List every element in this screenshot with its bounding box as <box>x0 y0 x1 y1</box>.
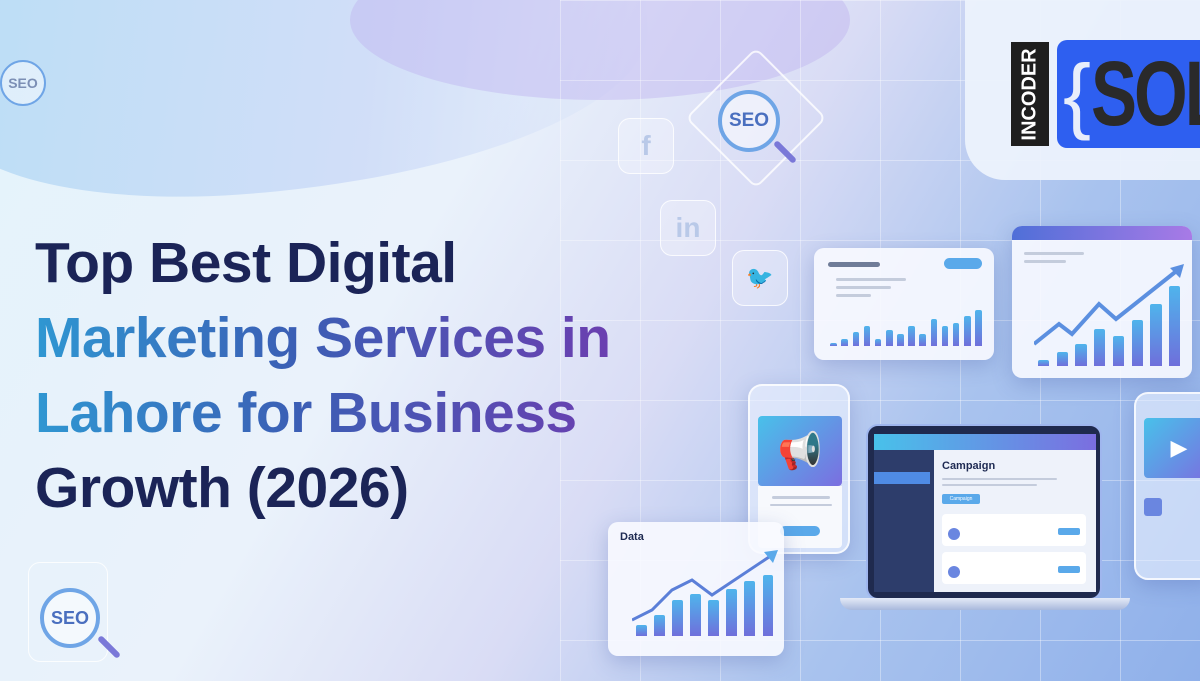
chart-bar <box>1056 351 1068 366</box>
logo-brace: { <box>1063 47 1092 141</box>
page-title: Top Best Digital Marketing Services in L… <box>35 226 611 526</box>
logo-vertical-text: INCODER <box>1018 47 1041 141</box>
chart-bar <box>874 338 882 346</box>
chart-bar <box>908 325 915 346</box>
seo-magnifier-icon: SEO <box>718 90 780 152</box>
twitter-icon[interactable]: 🐦 <box>732 250 788 306</box>
ad-card <box>758 486 842 548</box>
app-header <box>874 434 1096 450</box>
bar-chart <box>1034 286 1184 366</box>
app-main: Campaign Campaign <box>934 450 1096 592</box>
sales-chart-card <box>814 248 994 360</box>
chart-bar <box>963 316 971 346</box>
chart-bar <box>885 329 893 346</box>
trend-arrow <box>632 550 778 622</box>
facebook-glyph: f <box>641 130 651 161</box>
chart-bar <box>975 310 982 346</box>
laptop-base <box>840 598 1130 610</box>
chart-bar <box>1131 319 1143 366</box>
trend-arrow <box>1034 264 1184 346</box>
chart-bar <box>841 338 849 346</box>
facebook-icon[interactable]: f <box>618 118 674 174</box>
seo-text: SEO <box>728 110 770 131</box>
chart-bar <box>941 325 949 346</box>
campaign-item[interactable] <box>942 552 1086 584</box>
twitter-glyph: 🐦 <box>746 265 774 290</box>
chart-bar <box>671 599 683 636</box>
chart-bar <box>653 614 665 636</box>
campaign-heading: Campaign <box>942 460 996 472</box>
title-line: Marketing Services in <box>35 301 611 376</box>
seo-text: SEO <box>8 75 38 91</box>
linkedin-icon[interactable]: in <box>660 200 716 256</box>
online-pill <box>944 258 982 269</box>
chart-bar <box>919 333 927 346</box>
phone-mockup: 📢 <box>748 384 850 554</box>
megaphone-icon: 📢 <box>758 416 842 486</box>
chart-bar <box>726 588 738 636</box>
chart-bar <box>708 600 719 636</box>
tablet-mockup: ▶ <box>1134 392 1200 580</box>
chart-bar <box>852 332 860 346</box>
chart-bar <box>744 580 756 636</box>
chart-bar <box>1112 335 1124 366</box>
seo-text: SEO <box>50 607 89 628</box>
title-line: Lahore for Business <box>35 376 611 451</box>
logo: INCODER { SOL <box>965 0 1200 180</box>
chart-bar <box>897 334 904 346</box>
chart-bar <box>1094 329 1106 366</box>
logo-word: SOL <box>1091 43 1200 145</box>
chart-bar <box>830 343 837 346</box>
chart-bar <box>863 326 871 346</box>
data-card-title: Data <box>620 531 644 543</box>
bar-chart <box>632 560 777 636</box>
video-play-icon[interactable]: ▶ <box>1144 418 1200 478</box>
chart-bar <box>1169 286 1181 366</box>
campaign-item[interactable] <box>942 514 1086 546</box>
linkedin-glyph: in <box>675 212 701 243</box>
chart-bar <box>952 322 960 346</box>
logo-vertical-box: INCODER <box>1011 42 1049 146</box>
logo-box: { SOL <box>1057 40 1200 148</box>
seo-badge: SEO <box>0 60 46 106</box>
chart-bar <box>1037 359 1049 366</box>
title-line: Top Best Digital <box>35 231 457 295</box>
bar-chart <box>828 310 984 346</box>
chart-bar <box>1150 303 1162 366</box>
chart-bar <box>762 575 774 636</box>
cta-button[interactable] <box>780 526 820 536</box>
seo-magnifier-icon: SEO <box>40 588 100 648</box>
window-titlebar <box>1012 226 1192 240</box>
chart-bar <box>690 594 701 636</box>
sidebar-item-active[interactable] <box>874 472 930 484</box>
campaign-button[interactable]: Campaign <box>942 494 980 504</box>
chart-bar <box>930 318 938 346</box>
growth-chart-card <box>1012 226 1192 378</box>
chart-bar <box>635 624 647 636</box>
app-sidebar <box>874 450 934 592</box>
seo-frame <box>28 562 108 662</box>
laptop-mockup: Campaign Campaign <box>866 424 1102 600</box>
data-chart-card: Data <box>608 522 784 656</box>
chart-bar <box>1075 343 1087 366</box>
title-line: Growth (2026) <box>35 456 409 520</box>
